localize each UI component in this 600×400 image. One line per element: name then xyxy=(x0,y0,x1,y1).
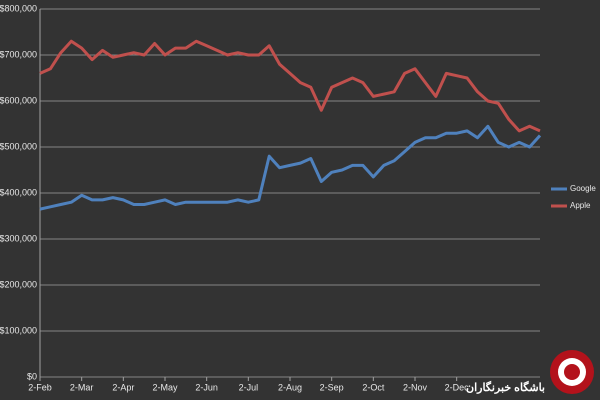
y-tick-label: $700,000 xyxy=(0,49,37,59)
watermark: باشگاه خبرنگاران xyxy=(466,380,545,394)
line-series xyxy=(39,39,541,133)
y-tick-label: $100,000 xyxy=(0,325,37,335)
y-tick-label: $400,000 xyxy=(0,187,37,197)
x-tick-label: 2-Aug xyxy=(278,382,302,392)
x-tick-label: 2-May xyxy=(152,382,178,392)
x-tick-label: 2-Sep xyxy=(320,382,344,392)
watermark-logo xyxy=(550,350,594,394)
y-tick-label: $0 xyxy=(27,371,37,381)
x-tick-label: 2-Apr xyxy=(112,382,134,392)
x-tick-label: 2-Oct xyxy=(362,382,385,392)
x-tick-label: 2-Jul xyxy=(239,382,259,392)
x-tick-label: 2-Dec xyxy=(445,382,470,392)
x-tick-label: 2-Jun xyxy=(195,382,218,392)
x-tick-label: 2-Feb xyxy=(28,382,52,392)
y-tick-label: $600,000 xyxy=(0,95,37,105)
legend-label: Google xyxy=(570,184,596,193)
legend-label: Apple xyxy=(570,201,591,210)
y-tick-label: $300,000 xyxy=(0,233,37,243)
x-tick-label: 2-Mar xyxy=(70,382,94,392)
y-tick-label: $200,000 xyxy=(0,279,37,289)
y-tick-label: $800,000 xyxy=(0,3,37,13)
line-series xyxy=(39,124,542,211)
y-tick-label: $500,000 xyxy=(0,141,37,151)
x-tick-label: 2-Nov xyxy=(403,382,428,392)
